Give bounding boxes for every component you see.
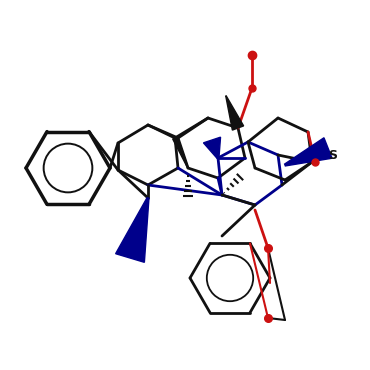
Polygon shape [285, 138, 332, 166]
Polygon shape [116, 198, 149, 262]
Polygon shape [226, 96, 243, 130]
Polygon shape [204, 137, 221, 158]
Polygon shape [173, 137, 188, 168]
Text: S: S [328, 148, 337, 161]
